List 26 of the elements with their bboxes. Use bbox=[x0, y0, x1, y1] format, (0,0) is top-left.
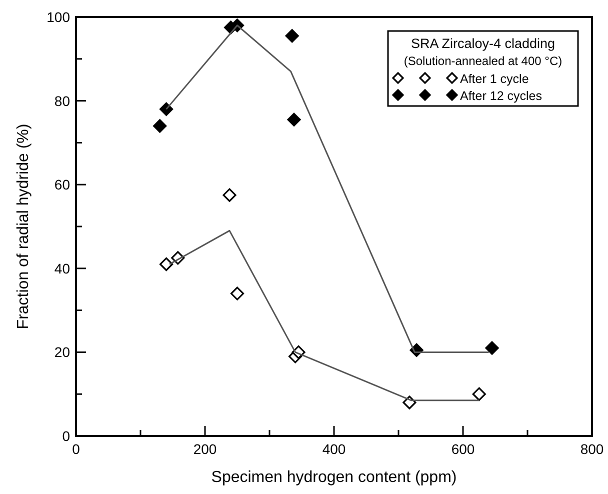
legend-label: After 1 cycle bbox=[460, 72, 529, 86]
point bbox=[160, 257, 174, 272]
x-tick-label: 800 bbox=[580, 441, 604, 457]
x-tick-label: 400 bbox=[322, 441, 346, 457]
point bbox=[160, 102, 174, 116]
y-axis-title: Fraction of radial hydride (%) bbox=[15, 124, 32, 330]
y-tick-label: 0 bbox=[62, 428, 70, 444]
point bbox=[222, 188, 236, 202]
point bbox=[287, 112, 301, 126]
y-tick-label: 40 bbox=[54, 260, 70, 276]
point bbox=[485, 341, 499, 355]
x-tick-label: 600 bbox=[451, 441, 475, 457]
legend-title: SRA Zircaloy-4 cladding bbox=[410, 36, 556, 51]
point bbox=[153, 119, 167, 133]
legend-label: After 12 cycles bbox=[460, 89, 542, 103]
y-tick-label: 20 bbox=[54, 344, 70, 360]
y-tick-label: 80 bbox=[54, 92, 70, 109]
x-tick-label: 200 bbox=[193, 441, 217, 457]
y-tick-label: 100 bbox=[46, 9, 70, 25]
annotation: (Solution-annealed at 400 °C) bbox=[404, 54, 562, 68]
x-tick-label: 0 bbox=[72, 441, 80, 457]
y-tick-label: 60 bbox=[54, 176, 70, 193]
point bbox=[472, 387, 486, 401]
x-axis-title: Specimen hydrogen content (ppm) bbox=[211, 469, 457, 486]
point bbox=[285, 29, 299, 43]
point bbox=[230, 286, 244, 300]
